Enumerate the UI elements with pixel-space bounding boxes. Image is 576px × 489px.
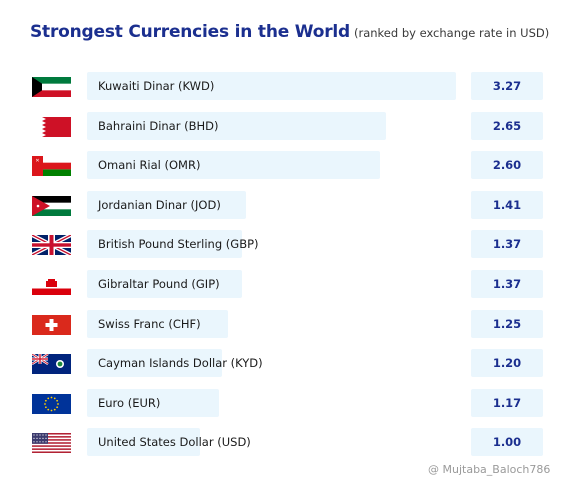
european-union-flag-icon bbox=[32, 393, 71, 414]
category-label: Cayman Islands Dollar (KYD) bbox=[98, 356, 263, 371]
united-kingdom-flag-icon bbox=[32, 235, 71, 256]
bar bbox=[87, 349, 223, 378]
chart-subtitle: (ranked by exchange rate in USD) bbox=[353, 26, 550, 40]
svg-text:✕: ✕ bbox=[35, 158, 39, 164]
bar bbox=[87, 151, 381, 180]
value-label: 1.00 bbox=[471, 428, 543, 457]
bar bbox=[87, 72, 456, 100]
bar bbox=[87, 388, 219, 417]
chart-title: Strongest Currencies in the World bbox=[30, 22, 350, 42]
gibraltar-flag-icon bbox=[32, 275, 71, 295]
category-label: Kuwaiti Dinar (KWD) bbox=[98, 79, 215, 93]
category-label: British Pound Sterling (GBP) bbox=[98, 237, 259, 252]
bar bbox=[87, 309, 229, 338]
bahrain-flag-icon bbox=[32, 116, 71, 137]
bar-row-euro: Euro (EUR) 1.17 bbox=[0, 387, 576, 417]
bar bbox=[87, 428, 200, 457]
bar bbox=[87, 190, 247, 219]
category-label: Omani Rial (OMR) bbox=[98, 158, 201, 173]
category-label: Swiss Franc (CHF) bbox=[98, 316, 201, 331]
category-label: Bahraini Dinar (BHD) bbox=[98, 118, 219, 133]
value-label: 3.27 bbox=[471, 72, 543, 100]
bar-row-omani-rial: ✕ Omani Rial (OMR) 2.60 bbox=[0, 149, 576, 180]
bar-row-gibraltar-pound: Gibraltar Pound (GIP) 1.37 bbox=[0, 268, 576, 298]
category-label: Jordanian Dinar (JOD) bbox=[98, 197, 221, 212]
cayman-islands-flag-icon bbox=[32, 354, 71, 375]
oman-flag-icon: ✕ bbox=[32, 156, 71, 177]
category-label: Euro (EUR) bbox=[98, 395, 161, 410]
jordan-flag-icon bbox=[32, 195, 71, 216]
switzerland-flag-icon bbox=[32, 314, 71, 335]
value-label: 2.65 bbox=[471, 111, 543, 140]
bar-row-kuwaiti-dinar: Kuwaiti Dinar (KWD) 3.27 bbox=[0, 70, 576, 100]
bar bbox=[87, 111, 386, 140]
value-label: 1.20 bbox=[471, 349, 543, 378]
bar-row-jordanian-dinar: Jordanian Dinar (JOD) 1.41 bbox=[0, 189, 576, 219]
value-label: 1.41 bbox=[471, 190, 543, 219]
bar bbox=[87, 230, 242, 259]
value-label: 1.37 bbox=[471, 270, 543, 298]
value-label: 1.37 bbox=[471, 230, 543, 259]
united-states-flag-icon bbox=[32, 433, 71, 454]
chart-title-block: Strongest Currencies in the World (ranked… bbox=[30, 22, 570, 42]
value-label: 1.25 bbox=[471, 309, 543, 338]
bar-row-swiss-franc: Swiss Franc (CHF) 1.25 bbox=[0, 308, 576, 338]
value-label: 2.60 bbox=[471, 151, 543, 180]
bar bbox=[87, 270, 242, 298]
kuwait-flag-icon bbox=[32, 77, 71, 97]
bar-row-bahraini-dinar: Bahraini Dinar (BHD) 2.65 bbox=[0, 110, 576, 140]
category-label: Gibraltar Pound (GIP) bbox=[98, 277, 220, 291]
watermark: @ Mujtaba_Baloch786 bbox=[428, 463, 551, 476]
value-label: 1.17 bbox=[471, 388, 543, 417]
bar-row-british-pound-sterling: British Pound Sterling (GBP) 1.37 bbox=[0, 228, 576, 259]
bar-row-united-states-dollar: United States Dollar (USD) 1.00 bbox=[0, 426, 576, 457]
category-label: United States Dollar (USD) bbox=[98, 435, 251, 450]
bar-row-cayman-islands-dollar: Cayman Islands Dollar (KYD) 1.20 bbox=[0, 347, 576, 378]
